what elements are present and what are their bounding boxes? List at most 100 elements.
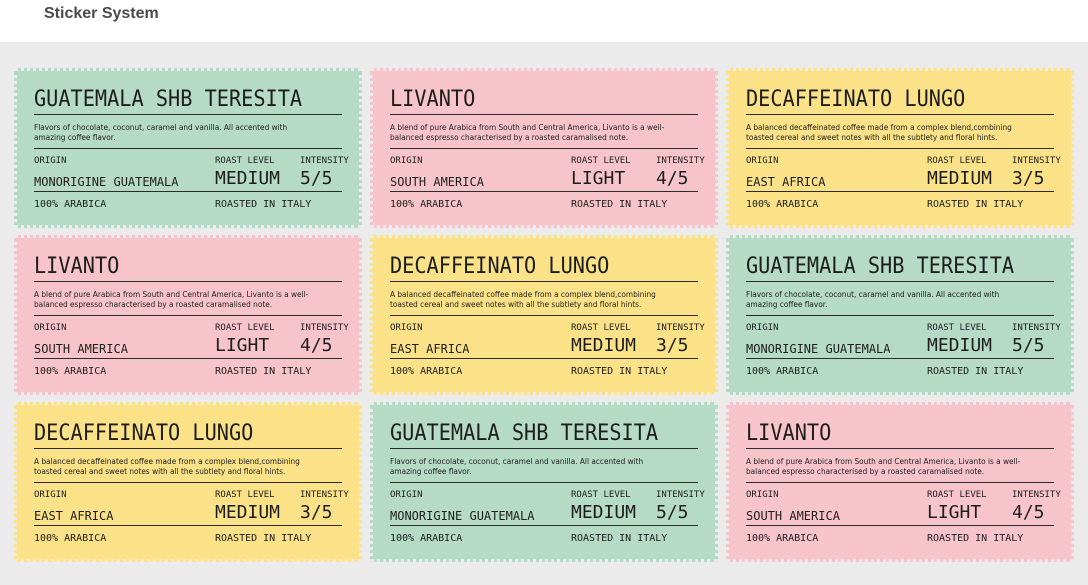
sticker-title: GUATEMALA SHB TERESITA bbox=[390, 421, 659, 446]
roast-label: ROAST LEVEL bbox=[571, 323, 631, 333]
divider bbox=[34, 315, 342, 316]
roast-value: MEDIUM bbox=[927, 168, 993, 189]
sticker-description: Flavors of chocolate, coconut, caramel a… bbox=[34, 123, 288, 142]
footer-left: 100% ARABICA bbox=[390, 199, 463, 210]
sticker-content: GUATEMALA SHB TERESITA Flavors of chocola… bbox=[746, 238, 1061, 392]
divider bbox=[746, 281, 1054, 282]
intensity-label: INTENSITY bbox=[1012, 490, 1061, 500]
footer-left: 100% ARABICA bbox=[746, 533, 819, 544]
footer-right: ROASTED IN ITALY bbox=[927, 366, 1024, 377]
sticker-content: LIVANTO A blend of pure Arabica from Sout… bbox=[746, 405, 1061, 559]
sticker-description: A blend of pure Arabica from South and C… bbox=[34, 290, 309, 309]
roast-value: MEDIUM bbox=[571, 335, 637, 356]
divider bbox=[390, 315, 698, 316]
intensity-label: INTENSITY bbox=[1012, 323, 1061, 333]
roast-label: ROAST LEVEL bbox=[215, 323, 275, 333]
intensity-label: INTENSITY bbox=[656, 323, 705, 333]
divider bbox=[34, 482, 342, 483]
footer-right: ROASTED IN ITALY bbox=[571, 199, 668, 210]
sticker-content: DECAFFEINATO LUNGO A balanced decaffeinat… bbox=[746, 71, 1061, 225]
roast-label: ROAST LEVEL bbox=[927, 490, 987, 500]
intensity-value: 4/5 bbox=[656, 168, 689, 189]
intensity-value: 3/5 bbox=[300, 502, 333, 523]
origin-value: SOUTH AMERICA bbox=[390, 175, 484, 189]
footer-right: ROASTED IN ITALY bbox=[215, 199, 312, 210]
sticker-card: DECAFFEINATO LUNGO A balanced decaffeinat… bbox=[14, 402, 362, 562]
footer-right: ROASTED IN ITALY bbox=[927, 199, 1024, 210]
sticker-description: A balanced decaffeinated coffee made fro… bbox=[390, 290, 656, 309]
sticker-card: LIVANTO A blend of pure Arabica from Sout… bbox=[726, 402, 1074, 562]
divider bbox=[34, 448, 342, 449]
origin-value: MONORIGINE GUATEMALA bbox=[34, 175, 179, 189]
sticker-card: DECAFFEINATO LUNGO A balanced decaffeinat… bbox=[726, 68, 1074, 228]
origin-value: EAST AFRICA bbox=[746, 175, 826, 189]
footer-right: ROASTED IN ITALY bbox=[571, 533, 668, 544]
roast-label: ROAST LEVEL bbox=[927, 156, 987, 166]
footer-left: 100% ARABICA bbox=[34, 533, 107, 544]
sticker-title: LIVANTO bbox=[390, 87, 476, 112]
origin-value: SOUTH AMERICA bbox=[746, 509, 840, 523]
intensity-label: INTENSITY bbox=[1012, 156, 1061, 166]
intensity-value: 3/5 bbox=[1012, 168, 1045, 189]
divider bbox=[34, 114, 342, 115]
divider bbox=[34, 281, 342, 282]
sticker-content: LIVANTO A blend of pure Arabica from Sout… bbox=[390, 71, 705, 225]
divider bbox=[390, 281, 698, 282]
origin-label: ORIGIN bbox=[390, 490, 423, 500]
sticker-card: GUATEMALA SHB TERESITA Flavors of chocola… bbox=[14, 68, 362, 228]
sticker-description: Flavors of chocolate, coconut, caramel a… bbox=[390, 457, 644, 476]
footer-right: ROASTED IN ITALY bbox=[571, 366, 668, 377]
roast-value: MEDIUM bbox=[927, 335, 993, 356]
footer-left: 100% ARABICA bbox=[34, 366, 107, 377]
footer-right: ROASTED IN ITALY bbox=[927, 533, 1024, 544]
origin-value: EAST AFRICA bbox=[34, 509, 114, 523]
divider bbox=[390, 482, 698, 483]
footer-left: 100% ARABICA bbox=[746, 366, 819, 377]
divider bbox=[746, 191, 1054, 192]
origin-value: MONORIGINE GUATEMALA bbox=[390, 509, 535, 523]
roast-label: ROAST LEVEL bbox=[215, 490, 275, 500]
roast-label: ROAST LEVEL bbox=[927, 323, 987, 333]
divider bbox=[746, 148, 1054, 149]
footer-right: ROASTED IN ITALY bbox=[215, 533, 312, 544]
roast-value: MEDIUM bbox=[571, 502, 637, 523]
sticker-card: GUATEMALA SHB TERESITA Flavors of chocola… bbox=[726, 235, 1074, 395]
divider bbox=[746, 448, 1054, 449]
origin-value: SOUTH AMERICA bbox=[34, 342, 128, 356]
sticker-content: GUATEMALA SHB TERESITA Flavors of chocola… bbox=[390, 405, 705, 559]
sticker-title: GUATEMALA SHB TERESITA bbox=[34, 87, 303, 112]
divider bbox=[746, 482, 1054, 483]
intensity-label: INTENSITY bbox=[656, 490, 705, 500]
origin-label: ORIGIN bbox=[746, 490, 779, 500]
intensity-value: 4/5 bbox=[1012, 502, 1045, 523]
intensity-value: 5/5 bbox=[300, 168, 333, 189]
origin-label: ORIGIN bbox=[390, 156, 423, 166]
divider bbox=[390, 525, 698, 526]
origin-label: ORIGIN bbox=[746, 156, 779, 166]
divider bbox=[390, 358, 698, 359]
sticker-content: GUATEMALA SHB TERESITA Flavors of chocola… bbox=[34, 71, 349, 225]
divider bbox=[34, 191, 342, 192]
footer-left: 100% ARABICA bbox=[390, 366, 463, 377]
divider bbox=[746, 114, 1054, 115]
sticker-card: DECAFFEINATO LUNGO A balanced decaffeinat… bbox=[370, 235, 718, 395]
divider bbox=[34, 525, 342, 526]
origin-value: EAST AFRICA bbox=[390, 342, 470, 356]
origin-label: ORIGIN bbox=[390, 323, 423, 333]
roast-label: ROAST LEVEL bbox=[215, 156, 275, 166]
origin-label: ORIGIN bbox=[34, 490, 67, 500]
footer-left: 100% ARABICA bbox=[34, 199, 107, 210]
divider bbox=[746, 358, 1054, 359]
intensity-value: 5/5 bbox=[656, 502, 689, 523]
page-title: Sticker System bbox=[44, 5, 159, 22]
intensity-label: INTENSITY bbox=[656, 156, 705, 166]
divider bbox=[390, 148, 698, 149]
footer-left: 100% ARABICA bbox=[746, 199, 819, 210]
roast-value: LIGHT bbox=[571, 168, 626, 189]
sticker-content: DECAFFEINATO LUNGO A balanced decaffeinat… bbox=[390, 238, 705, 392]
intensity-label: INTENSITY bbox=[300, 490, 349, 500]
footer-left: 100% ARABICA bbox=[390, 533, 463, 544]
divider bbox=[746, 315, 1054, 316]
intensity-value: 5/5 bbox=[1012, 335, 1045, 356]
